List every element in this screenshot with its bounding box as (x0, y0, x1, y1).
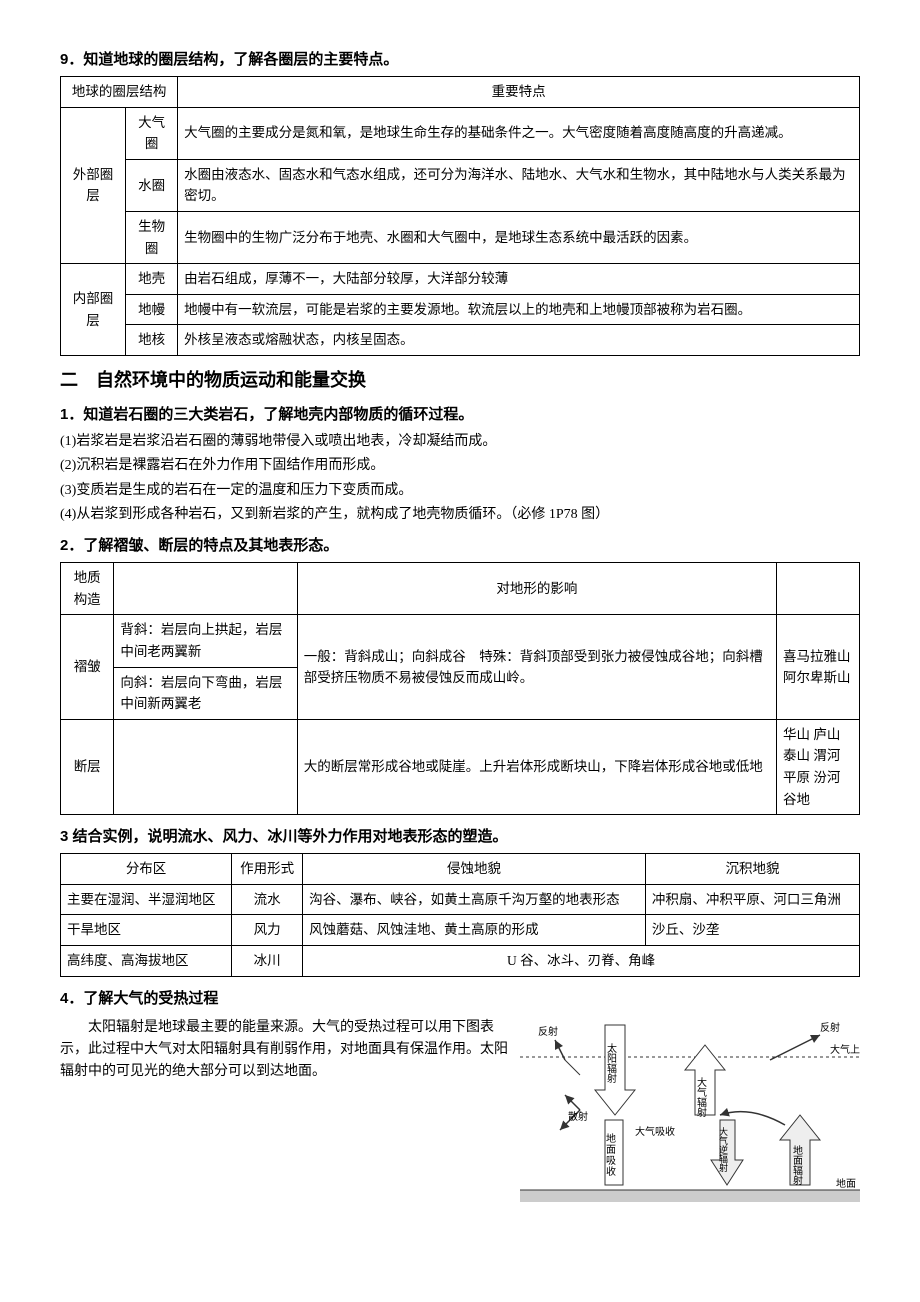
t2h-c2 (114, 563, 297, 615)
group-inner: 内部圈层 (61, 264, 126, 356)
rock-p3: (3)变质岩是生成的岩石在一定的温度和压力下变质而成。 (60, 480, 860, 502)
external-force-table: 分布区 作用形式 侵蚀地貌 沉积地貌 主要在湿润、半湿润地区 流水 沟谷、瀑布、… (60, 853, 860, 976)
glacier-force: 冰川 (232, 946, 303, 977)
label-scatter: 散射 (568, 1110, 588, 1123)
wind-force: 风力 (232, 915, 303, 946)
topic2-4-heading: 4．了解大气的受热过程 (60, 987, 860, 1011)
topic2-1-heading: 1．知道岩石圈的三大类岩石，了解地壳内部物质的循环过程。 (60, 403, 860, 427)
fault-label: 断层 (61, 719, 114, 814)
sphere-structure-table: 地球的圈层结构 重要特点 外部圈层 大气圈 大气圈的主要成分是氮和氧，是地球生命… (60, 76, 860, 356)
layer-core: 地核 (126, 325, 178, 356)
label-ground: 地面 (836, 1177, 856, 1190)
rock-p1: (1)岩浆岩是岩浆沿岩石圈的薄弱地带侵入或喷出地表，冷却凝结而成。 (60, 431, 860, 453)
water-erosion: 沟谷、瀑布、峡谷，如黄土高原千沟万壑的地表形态 (303, 884, 646, 915)
t3h-c1: 分布区 (61, 854, 232, 885)
layer-crust: 地壳 (126, 264, 178, 295)
topic2-2-heading: 2．了解褶皱、断层的特点及其地表形态。 (60, 534, 860, 558)
label-air-upper: 大气上界 (830, 1043, 860, 1056)
heating-diagram: 大气上界 地面 太阳辐射 反射 散射 地面吸收 大气吸收 (520, 1015, 860, 1213)
layer-hydrosphere: 水圈 (126, 159, 178, 211)
t3h-c4: 沉积地貌 (645, 854, 859, 885)
fold-fault-table: 地质构造 对地形的影响 褶皱 背斜：岩层向上拱起，岩层中间老两翼新 一般：背斜成… (60, 562, 860, 815)
t2h-c4 (777, 563, 860, 615)
t2h-c1: 地质构造 (61, 563, 114, 615)
fault-blank (114, 719, 297, 814)
t3h-c3: 侵蚀地貌 (303, 854, 646, 885)
label-air-back: 大气逆辐射 (718, 1126, 728, 1173)
glacier-landform: U 谷、冰斗、刃脊、角峰 (303, 946, 860, 977)
feature-core: 外核呈液态或熔融状态，内核呈固态。 (178, 325, 860, 356)
topic9-heading: 9．知道地球的圈层结构，了解各圈层的主要特点。 (60, 48, 860, 72)
rock-p4: (4)从岩浆到形成各种岩石，又到新岩浆的产生，就构成了地壳物质循环。（必修 1P… (60, 504, 860, 526)
fault-effect: 大的断层常形成谷地或陡崖。上升岩体形成断块山，下降岩体形成谷地或低地 (297, 719, 776, 814)
section2-title: 二 自然环境中的物质运动和能量交换 (60, 366, 860, 395)
feature-crust: 由岩石组成，厚薄不一，大陆部分较厚，大洋部分较薄 (178, 264, 860, 295)
label-air-radiation: 大气辐射 (695, 1075, 707, 1117)
feature-hydrosphere: 水圈由液态水、固态水和气态水组成，还可分为海洋水、陆地水、大气水和生物水，其中陆… (178, 159, 860, 211)
col-header-feature: 重要特点 (178, 77, 860, 108)
layer-atmosphere: 大气圈 (126, 107, 178, 159)
fold-label: 褶皱 (61, 615, 114, 719)
label-sun-radiation: 太阳辐射 (605, 1041, 617, 1083)
topic2-3-heading: 3 结合实例，说明流水、风力、冰川等外力作用对地表形态的塑造。 (60, 825, 860, 849)
highlat-area: 高纬度、高海拔地区 (61, 946, 232, 977)
label-reflect-right: 反射 (820, 1022, 840, 1034)
anticline-desc: 背斜：岩层向上拱起，岩层中间老两翼新 (114, 615, 297, 667)
t3h-c2: 作用形式 (232, 854, 303, 885)
fold-effect: 一般：背斜成山；向斜成谷 特殊：背斜顶部受到张力被侵蚀成谷地；向斜槽部受挤压物质… (297, 615, 776, 719)
feature-atmosphere: 大气圈的主要成分是氮和氧，是地球生命生存的基础条件之一。大气密度随着高度随高度的… (178, 107, 860, 159)
group-outer: 外部圈层 (61, 107, 126, 264)
label-reflect-left: 反射 (538, 1026, 558, 1038)
label-air-absorb: 大气吸收 (635, 1125, 675, 1138)
feature-biosphere: 生物圈中的生物广泛分布于地壳、水圈和大气圈中，是地球生态系统中最活跃的因素。 (178, 211, 860, 263)
arid-area: 干旱地区 (61, 915, 232, 946)
humid-area: 主要在湿润、半湿润地区 (61, 884, 232, 915)
label-ground-radiation: 地面辐射 (791, 1143, 803, 1185)
feature-mantle: 地幔中有一软流层，可能是岩浆的主要发源地。软流层以上的地壳和上地幔顶部被称为岩石… (178, 294, 860, 325)
t2h-c3: 对地形的影响 (297, 563, 776, 615)
wind-erosion: 风蚀蘑菇、风蚀洼地、黄土高原的形成 (303, 915, 646, 946)
wind-deposit: 沙丘、沙垄 (645, 915, 859, 946)
fault-examples: 华山 庐山 泰山 渭河平原 汾河谷地 (777, 719, 860, 814)
rock-p2: (2)沉积岩是裸露岩石在外力作用下固结作用而形成。 (60, 455, 860, 477)
heating-text: 太阳辐射是地球最主要的能量来源。大气的受热过程可以用下图表示，此过程中大气对太阳… (60, 1017, 508, 1084)
label-ground-absorb: 地面吸收 (604, 1131, 616, 1176)
water-force: 流水 (232, 884, 303, 915)
layer-biosphere: 生物圈 (126, 211, 178, 263)
water-deposit: 冲积扇、冲积平原、河口三角洲 (645, 884, 859, 915)
syncline-desc: 向斜：岩层向下弯曲，岩层中间新两翼老 (114, 667, 297, 719)
fold-examples: 喜马拉雅山 阿尔卑斯山 (777, 615, 860, 719)
col-header-structure: 地球的圈层结构 (61, 77, 178, 108)
layer-mantle: 地幔 (126, 294, 178, 325)
